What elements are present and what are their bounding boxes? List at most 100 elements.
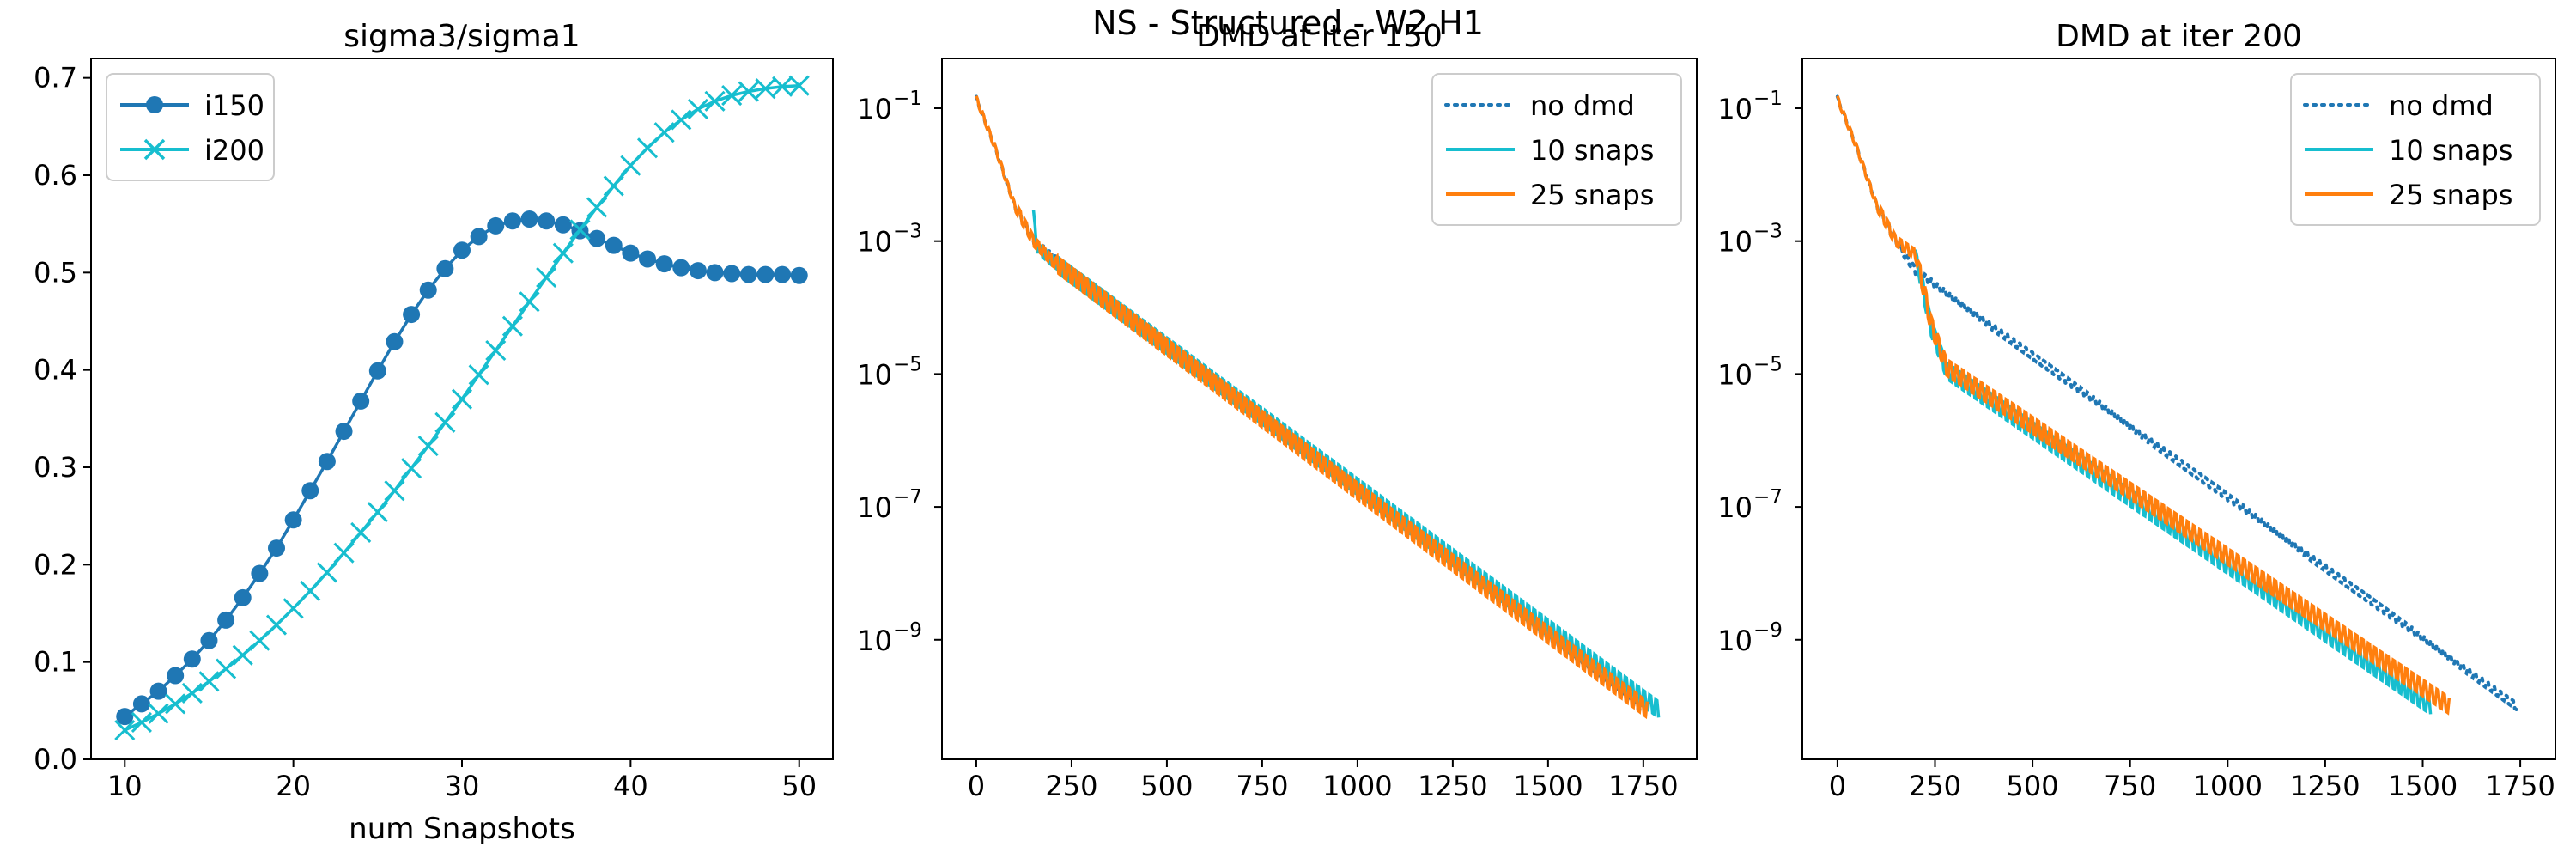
x-tick-label: 30 (445, 770, 480, 802)
data-point-i150 (639, 250, 656, 268)
x-tick-label: 1250 (2290, 770, 2360, 802)
data-point-i150 (689, 262, 707, 280)
data-point-i200 (249, 630, 270, 651)
data-point-i200 (603, 175, 624, 197)
panel-dmd-iter-150: DMD at iter 150 0 250 500 750 1000 1250 1500 175… (857, 19, 1698, 802)
legend-handle-i150 (120, 96, 189, 113)
x-tick-label: 0 (968, 770, 985, 802)
y-tick-label: 0.4 (33, 354, 77, 387)
x-tick-label: 1000 (2193, 770, 2263, 802)
legend-label-10-snaps: 10 snaps (2389, 134, 2512, 167)
data-point-i150 (774, 265, 792, 283)
x-tick-label: 10 (107, 770, 143, 802)
legend-label-no-dmd: no dmd (2389, 89, 2494, 122)
series-line-25-snaps (1836, 94, 2451, 716)
data-point-i200 (216, 658, 237, 679)
panel-dmd-iter-200: DMD at iter 200 0 250 500 750 1000 1250 1500 175… (1717, 19, 2556, 802)
y-tick-label: 10 (1717, 93, 1753, 125)
panel-title: sigma3/sigma1 (343, 19, 580, 54)
data-point-i200 (131, 711, 152, 733)
data-point-i150 (605, 236, 623, 254)
data-point-i150 (251, 564, 269, 582)
legend: i150 i200 (106, 73, 275, 181)
legend-label-25-snaps: 25 snaps (1530, 179, 1654, 211)
data-point-i150 (790, 266, 808, 284)
x-tick-label: 1500 (2388, 770, 2458, 802)
data-point-i200 (300, 580, 321, 601)
series-i150 (116, 210, 808, 726)
y-tick-label: 0.2 (33, 548, 77, 581)
x-tick-label: 0 (1829, 770, 1846, 802)
x-tick-label: 750 (1236, 770, 1288, 802)
series-line-no-dmd (1835, 94, 2518, 711)
y-tick-exponent: −1 (893, 88, 922, 110)
data-point-i200 (283, 598, 304, 619)
data-point-i200 (350, 521, 372, 543)
legend-label-10-snaps: 10 snaps (1530, 134, 1654, 167)
data-point-i200 (384, 480, 405, 502)
x-tick-label: 20 (276, 770, 311, 802)
data-point-i200 (451, 388, 473, 410)
data-point-i200 (367, 502, 388, 523)
series-line-25-snaps (975, 95, 1649, 720)
legend-label-i200: i200 (204, 134, 264, 167)
x-tick-label: 250 (1909, 770, 1961, 802)
x-tick-label: 1250 (1418, 770, 1487, 802)
data-point-i150 (301, 482, 319, 500)
data-point-i150 (368, 362, 386, 380)
data-point-i150 (487, 216, 505, 235)
data-point-i200 (232, 644, 253, 666)
data-point-i200 (721, 85, 743, 107)
data-point-i150 (386, 332, 404, 350)
data-point-i150 (655, 255, 673, 273)
y-tick-exponent: −7 (893, 486, 922, 509)
data-point-i200 (552, 242, 574, 264)
y-tick-label: 10 (1717, 491, 1753, 524)
y-tick-label: 0.3 (33, 451, 77, 484)
legend-handle-i200 (120, 138, 189, 161)
data-point-i150 (132, 695, 150, 713)
x-tick-label: 1750 (2485, 770, 2555, 802)
legend-label-i150: i150 (204, 89, 264, 122)
y-tick-label: 10 (1717, 226, 1753, 259)
panel-sigma-ratio: sigma3/sigma1 10 20 30 40 50 0.0 0.1 0.2 0.3 0.4 0.… (33, 19, 834, 846)
data-point-i150 (622, 244, 640, 262)
data-point-i200 (586, 197, 608, 218)
data-point-i150 (200, 631, 218, 649)
y-tick-exponent: −9 (893, 619, 922, 642)
data-point-i150 (183, 650, 201, 668)
data-point-i150 (756, 265, 775, 283)
data-point-i200 (265, 614, 288, 636)
data-point-i200 (738, 81, 759, 102)
series-line-i200 (124, 83, 799, 732)
x-tick-label: 50 (781, 770, 817, 802)
data-point-i150 (352, 392, 370, 410)
data-point-i150 (520, 210, 538, 228)
series-line-i150 (124, 217, 799, 718)
data-point-i150 (149, 682, 167, 700)
x-tick-label: 500 (2007, 770, 2059, 802)
data-point-i200 (519, 291, 540, 313)
data-point-i200 (417, 436, 439, 457)
data-point-i200 (704, 90, 726, 112)
legend-frame (1431, 73, 1682, 226)
y-tick-label: 10 (857, 491, 892, 524)
y-tick-exponent: −5 (1753, 353, 1783, 375)
data-point-i200 (687, 98, 708, 119)
data-point-i150 (403, 306, 421, 324)
data-point-i200 (316, 562, 337, 583)
y-tick-exponent: −9 (1753, 619, 1783, 642)
data-point-i150 (318, 453, 336, 471)
y-tick-label: 0.5 (33, 256, 77, 289)
legend: no dmd 10 snaps 25 snaps (1431, 73, 1682, 226)
y-tick-label: 10 (1717, 358, 1753, 391)
data-point-i150 (335, 423, 353, 441)
data-point-i200 (165, 693, 186, 715)
data-point-i200 (653, 122, 675, 143)
panel-title: DMD at iter 150 (1196, 19, 1443, 54)
data-point-i150 (284, 511, 302, 529)
data-point-i200 (401, 458, 422, 479)
y-tick-label: 0.7 (33, 62, 77, 94)
data-point-i150 (419, 281, 437, 299)
x-axis-label: num Snapshots (349, 812, 575, 846)
